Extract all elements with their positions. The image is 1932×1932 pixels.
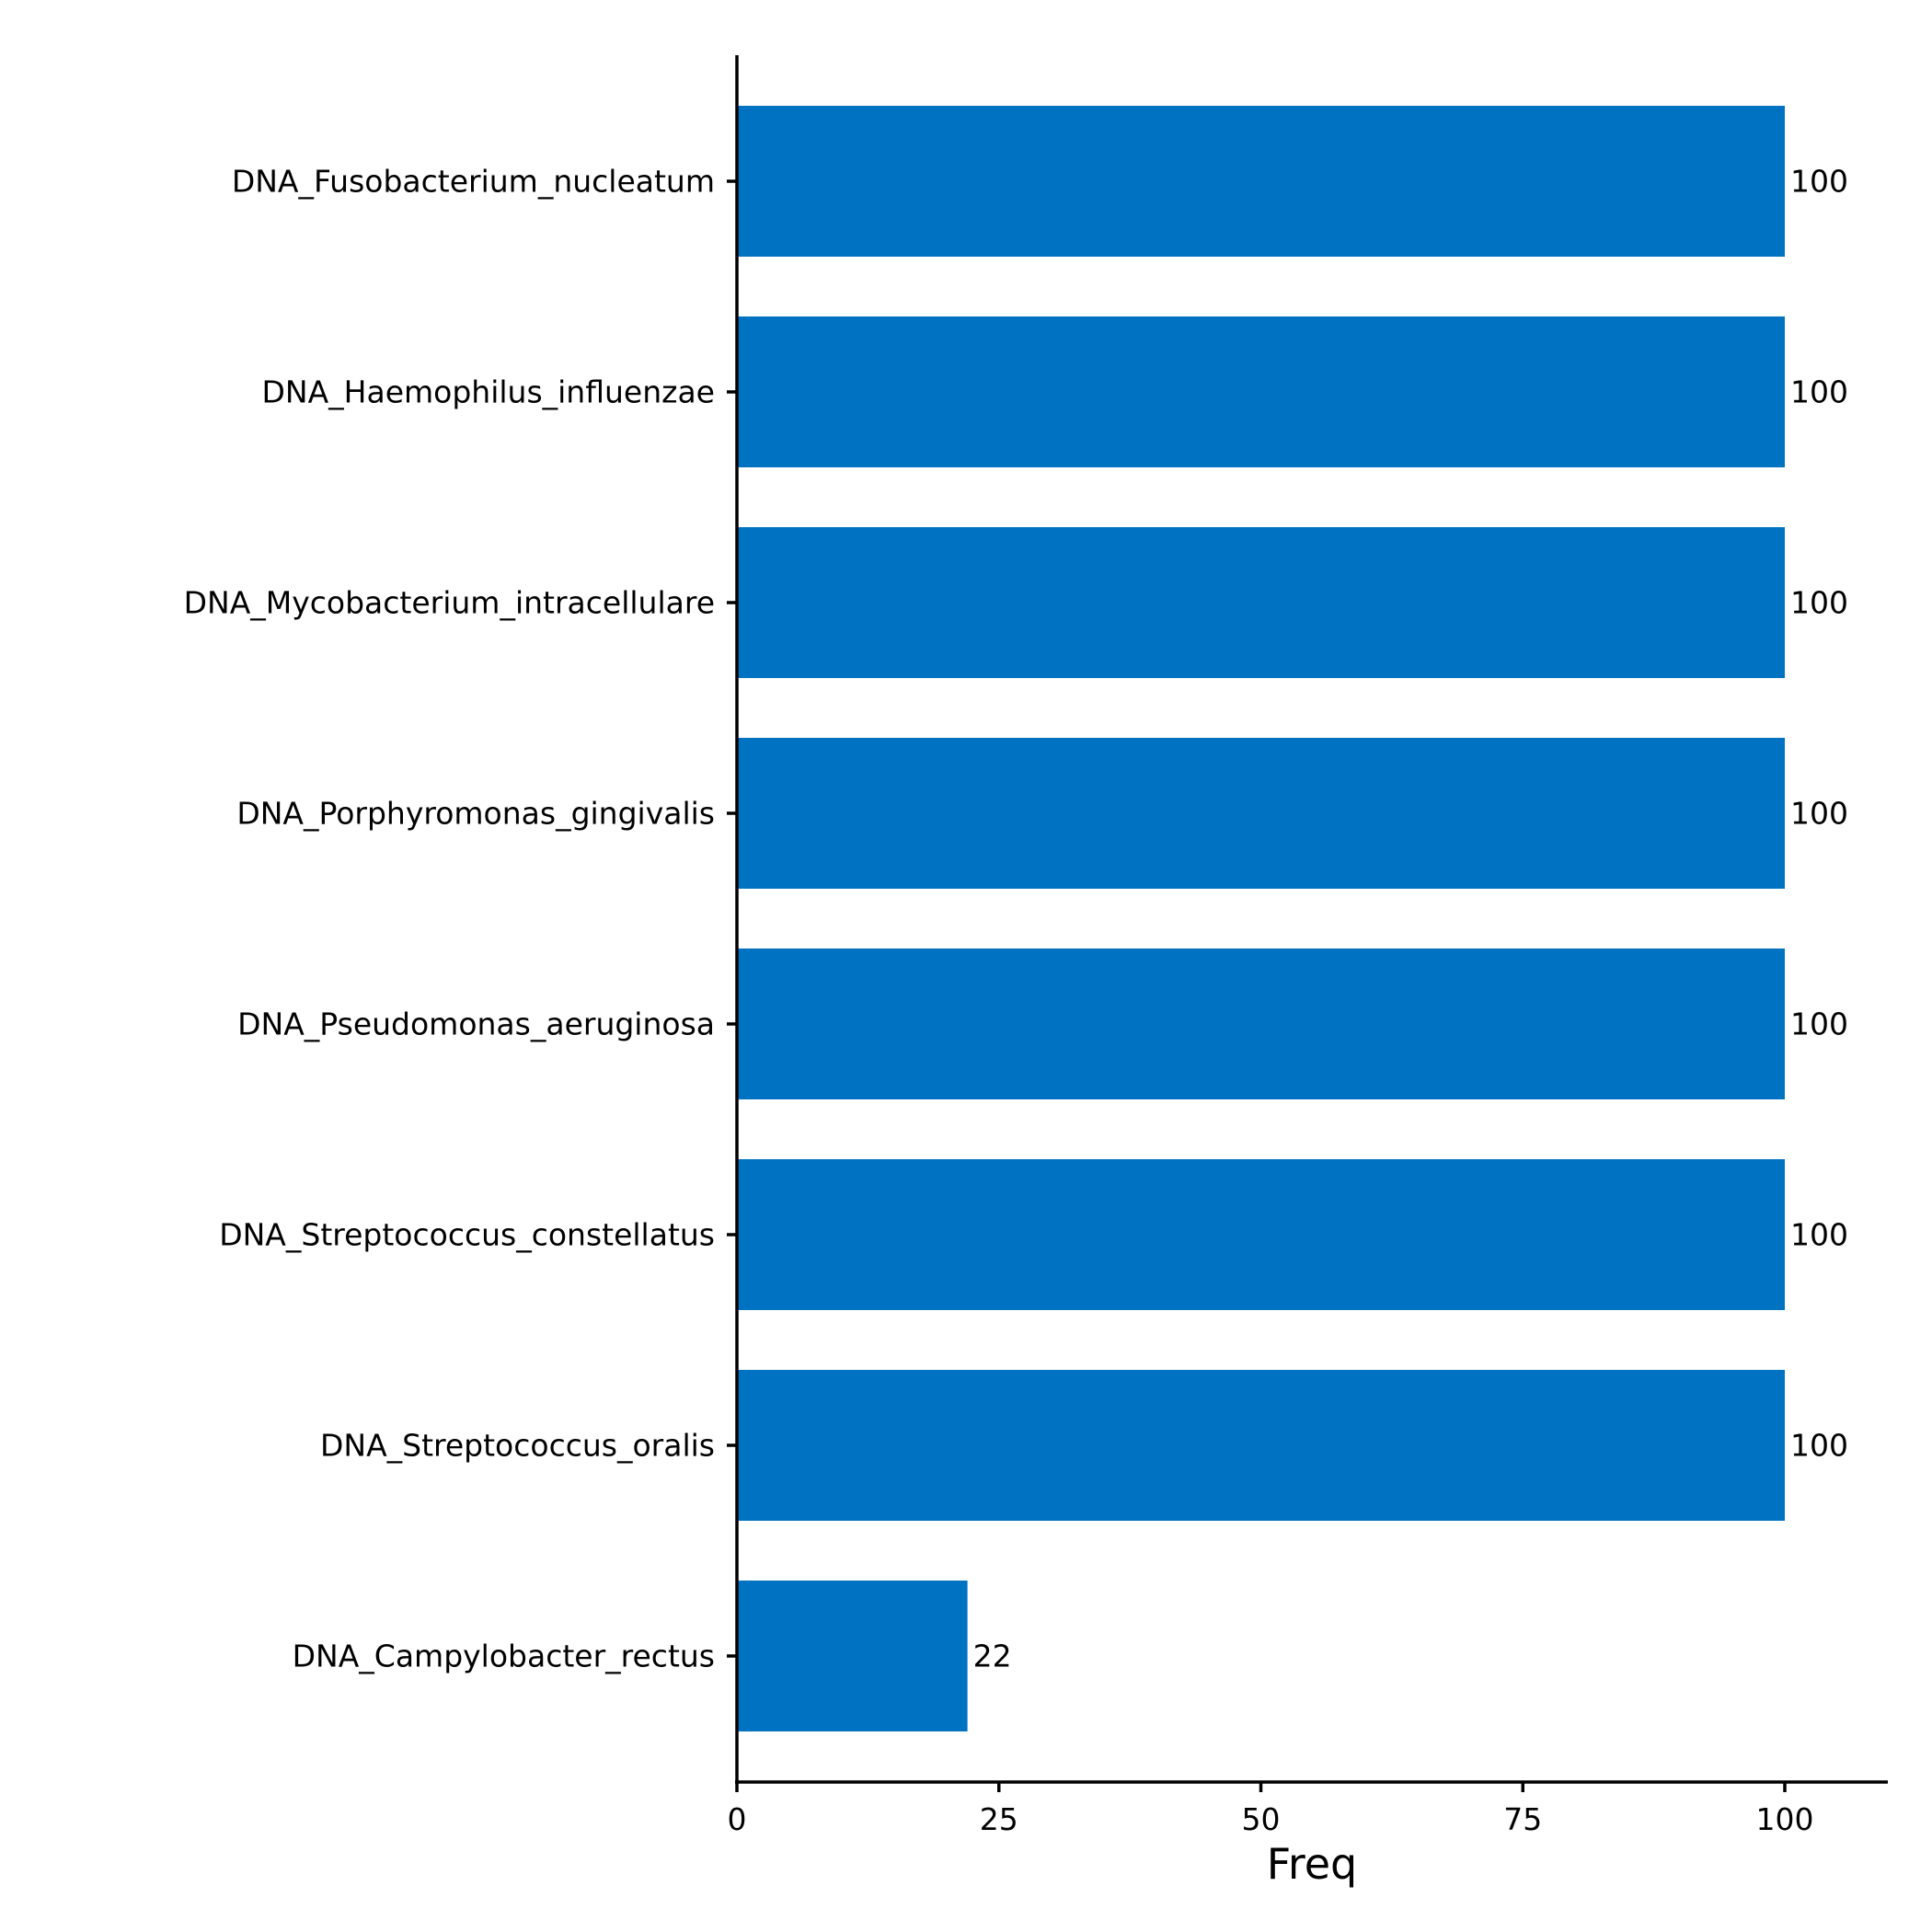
bar <box>737 1581 968 1731</box>
y-tick-label: DNA_Haemophilus_influenzae <box>261 374 715 410</box>
data-label: 100 <box>1790 164 1848 200</box>
x-tick-label: 50 <box>1242 1801 1281 1837</box>
bar <box>737 1159 1785 1310</box>
y-axis: DNA_Fusobacterium_nucleatum DNA_Haemophil… <box>184 55 739 1784</box>
data-labels-layer: 100 100 100 100 100 100 100 22 <box>973 164 1848 1674</box>
data-label: 100 <box>1790 796 1848 832</box>
bar <box>737 738 1785 889</box>
y-tick-label: DNA_Campylobacter_rectus <box>293 1639 715 1674</box>
x-axis-title: Freq <box>1267 1839 1358 1889</box>
y-tick-label: DNA_Streptococcus_oralis <box>320 1428 715 1464</box>
x-tick-label: 0 <box>728 1801 747 1837</box>
x-tick-label: 25 <box>980 1801 1018 1837</box>
bar <box>737 949 1785 1099</box>
data-label: 100 <box>1790 1428 1848 1464</box>
y-tick-label: DNA_Mycobacterium_intracellulare <box>184 585 715 621</box>
data-label: 100 <box>1790 585 1848 621</box>
y-tick-label: DNA_Streptococcus_constellatus <box>219 1217 715 1253</box>
x-axis: 0 25 50 75 100 <box>728 1780 1888 1837</box>
bar <box>737 1370 1785 1521</box>
bar <box>737 316 1785 467</box>
y-tick-label: DNA_Porphyromonas_gingivalis <box>236 796 715 832</box>
bars-layer <box>737 106 1785 1731</box>
data-label: 100 <box>1790 1006 1848 1042</box>
x-tick-label: 75 <box>1503 1801 1542 1837</box>
data-label: 100 <box>1790 1217 1848 1253</box>
bar <box>737 527 1785 678</box>
data-label: 100 <box>1790 374 1848 410</box>
x-tick-label: 100 <box>1756 1801 1814 1837</box>
y-tick-label: DNA_Fusobacterium_nucleatum <box>232 164 715 200</box>
y-tick-label: DNA_Pseudomonas_aeruginosa <box>237 1006 715 1042</box>
bar <box>737 106 1785 257</box>
data-label: 22 <box>973 1639 1012 1674</box>
